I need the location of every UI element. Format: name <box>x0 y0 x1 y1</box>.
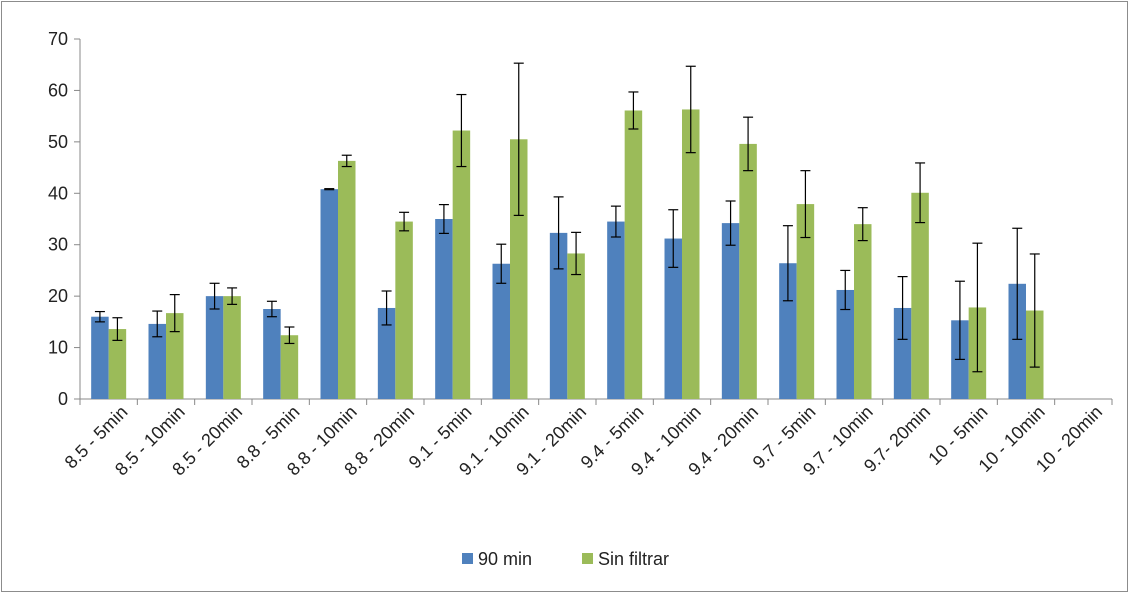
legend-swatch <box>462 553 473 564</box>
bar-series-1 <box>435 219 453 399</box>
y-tick-label: 10 <box>48 338 68 358</box>
y-tick-label: 40 <box>48 183 68 203</box>
y-tick-label: 50 <box>48 132 68 152</box>
y-tick-label: 30 <box>48 235 68 255</box>
bar-series-1 <box>607 221 625 399</box>
bar-series-2 <box>796 204 815 399</box>
bar-series-2 <box>567 253 585 399</box>
bars <box>91 109 1044 400</box>
bar-series-1 <box>721 223 740 399</box>
bar-series-1 <box>1008 283 1026 399</box>
bar-series-2 <box>682 109 700 399</box>
bar-series-2 <box>739 143 757 399</box>
legend-label: 90 min <box>478 549 532 569</box>
error-bars <box>94 62 1040 373</box>
bar-series-1 <box>320 189 338 399</box>
bar-series-1 <box>148 323 166 399</box>
bar-series-2 <box>166 313 184 399</box>
bar-series-2 <box>280 335 299 399</box>
bar-series-1 <box>492 263 510 399</box>
bar-series-1 <box>664 238 682 399</box>
bar-series-1 <box>91 316 109 399</box>
bar-series-2 <box>624 110 643 399</box>
y-tick-label: 70 <box>48 29 68 49</box>
bar-series-2 <box>108 329 127 399</box>
y-axis: 0 10 20 30 40 50 60 70 <box>48 29 81 409</box>
bar-series-2 <box>395 221 413 399</box>
y-tick-label: 20 <box>48 286 68 306</box>
y-tick-label: 0 <box>58 389 68 409</box>
bar-series-2 <box>911 192 929 399</box>
bar-series-1 <box>893 307 912 399</box>
bar-series-2 <box>338 160 356 399</box>
bar-series-1 <box>263 309 281 399</box>
bar-series-1 <box>779 263 797 399</box>
bar-series-1 <box>377 307 396 399</box>
bar-series-2 <box>452 130 471 400</box>
bar-series-1 <box>549 232 568 399</box>
bar-series-2 <box>854 224 872 399</box>
legend-swatch <box>582 553 593 564</box>
bar-series-2 <box>510 139 528 400</box>
bar-series-1 <box>205 296 224 399</box>
bar-series-2 <box>223 296 241 399</box>
legend-label: Sin filtrar <box>598 549 669 569</box>
legend: 90 min Sin filtrar <box>462 549 669 569</box>
bar-series-1 <box>836 289 854 399</box>
y-tick-label: 60 <box>48 80 68 100</box>
